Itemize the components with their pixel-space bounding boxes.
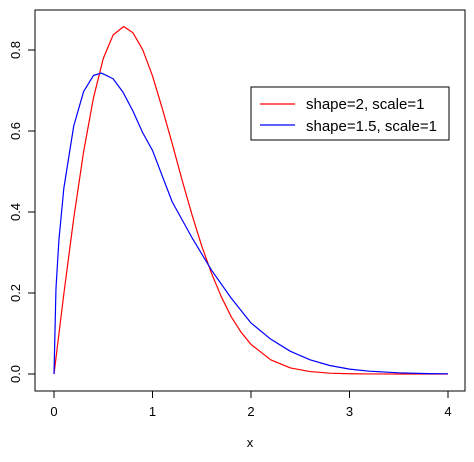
y-tick-label: 0.4 — [8, 203, 23, 221]
y-tick-label: 0.8 — [8, 41, 23, 59]
x-tick-label: 3 — [346, 404, 353, 419]
series-layer — [53, 25, 449, 375]
legend-box — [250, 86, 450, 141]
x-tick-label: 4 — [444, 404, 451, 419]
x-tick-label: 2 — [247, 404, 254, 419]
x-axis-ticks: 0 1 2 3 4 — [50, 391, 452, 419]
y-tick-label: 0.6 — [8, 122, 23, 140]
legend-label-shape2: shape=2, scale=1 — [306, 96, 424, 113]
x-axis-label: x — [247, 435, 254, 450]
y-tick-label: 0.2 — [8, 284, 23, 302]
series-line-0 — [53, 25, 449, 375]
series-line-1 — [53, 72, 449, 375]
legend: shape=2, scale=1 shape=1.5, scale=1 — [250, 86, 450, 141]
legend-label-shape1-5: shape=1.5, scale=1 — [306, 118, 437, 135]
y-axis-ticks: 0.0 0.2 0.4 0.6 0.8 — [8, 41, 35, 383]
plot-frame — [34, 9, 466, 392]
y-tick-label: 0.0 — [8, 365, 23, 383]
x-tick-label: 0 — [50, 404, 57, 419]
x-tick-label: 1 — [149, 404, 156, 419]
